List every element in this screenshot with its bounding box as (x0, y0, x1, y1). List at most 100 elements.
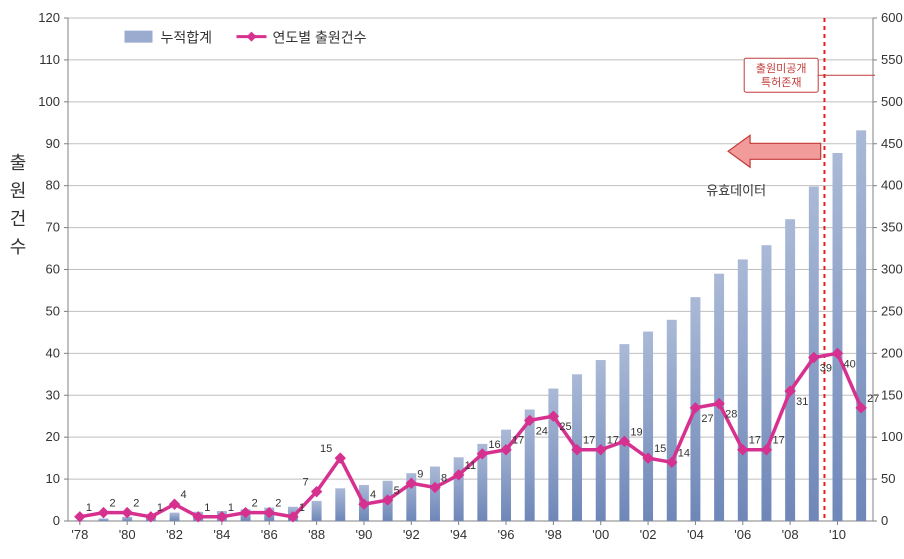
effective-data-label: 유효데이터 (706, 183, 766, 198)
x-tick-label: '96 (498, 527, 515, 542)
data-label: 2 (110, 498, 116, 510)
combo-chart: 0102030405060708090100110120050100150200… (0, 0, 904, 559)
left-tick-label: 60 (46, 262, 60, 277)
data-label: 1 (228, 502, 234, 514)
data-label: 1 (299, 502, 305, 514)
right-tick-label: 400 (881, 178, 903, 193)
bar (761, 245, 771, 521)
x-tick-label: '82 (166, 527, 183, 542)
bar (312, 501, 322, 521)
left-tick-label: 80 (46, 178, 60, 193)
data-label: 27 (701, 413, 713, 425)
data-label: 17 (772, 435, 784, 447)
x-tick-label: '88 (308, 527, 325, 542)
right-tick-label: 0 (881, 513, 888, 528)
left-tick-label: 90 (46, 136, 60, 151)
bar (856, 130, 866, 521)
data-label: 25 (559, 421, 571, 433)
x-tick-label: '86 (261, 527, 278, 542)
data-label: 24 (536, 425, 548, 437)
data-label: 27 (867, 393, 879, 405)
callout-text: 출원미공개 (756, 62, 807, 75)
y-axis-label-char: 건 (10, 209, 27, 229)
bar (619, 344, 629, 521)
right-tick-label: 450 (881, 136, 903, 151)
data-label: 16 (488, 439, 500, 451)
callout-text: 특허존재 (761, 76, 801, 89)
data-label: 9 (417, 468, 423, 480)
bar (454, 457, 464, 521)
x-tick-label: '78 (71, 527, 88, 542)
right-tick-label: 50 (881, 471, 895, 486)
bar (335, 488, 345, 521)
x-tick-label: '04 (687, 527, 704, 542)
data-label: 4 (181, 489, 187, 501)
data-label: 14 (678, 447, 690, 459)
bar (643, 332, 653, 521)
x-tick-label: '92 (403, 527, 420, 542)
x-tick-label: '94 (450, 527, 467, 542)
bar (170, 513, 180, 521)
x-tick-label: '98 (545, 527, 562, 542)
data-label: 17 (583, 435, 595, 447)
legend-swatch-bar (125, 31, 153, 43)
data-label: 7 (302, 477, 308, 489)
left-tick-label: 120 (38, 10, 60, 25)
left-tick-label: 10 (46, 471, 60, 486)
x-tick-label: '84 (213, 527, 230, 542)
right-tick-label: 250 (881, 303, 903, 318)
right-tick-label: 100 (881, 429, 903, 444)
left-tick-label: 20 (46, 429, 60, 444)
x-tick-label: '08 (782, 527, 799, 542)
bar (667, 320, 677, 521)
x-tick-label: '90 (355, 527, 372, 542)
legend-label-line: 연도별 출원건수 (273, 30, 367, 46)
data-label: 19 (630, 426, 642, 438)
data-label: 4 (370, 489, 376, 501)
left-tick-label: 110 (39, 52, 60, 67)
left-tick-label: 50 (46, 303, 60, 318)
bar (833, 153, 843, 521)
data-label: 17 (749, 435, 761, 447)
data-label: 15 (320, 443, 332, 455)
data-label: 8 (441, 472, 447, 484)
bar (738, 259, 748, 521)
data-label: 1 (86, 502, 92, 514)
data-label: 17 (512, 435, 524, 447)
right-tick-label: 200 (881, 345, 903, 360)
data-label: 2 (275, 498, 281, 510)
data-label: 5 (394, 485, 400, 497)
data-label: 1 (157, 502, 163, 514)
data-label: 40 (843, 358, 855, 370)
right-tick-label: 600 (881, 10, 903, 25)
bar (596, 360, 606, 521)
left-tick-label: 30 (46, 387, 60, 402)
y-axis-label-char: 출 (10, 153, 27, 173)
data-label: 15 (654, 443, 666, 455)
data-label: 1 (204, 502, 210, 514)
right-tick-label: 500 (881, 94, 903, 109)
x-tick-label: '10 (829, 527, 846, 542)
right-tick-label: 150 (881, 387, 903, 402)
x-tick-label: '02 (640, 527, 657, 542)
y-axis-label-char: 원 (10, 181, 27, 201)
data-label: 2 (252, 498, 258, 510)
data-label: 17 (607, 435, 619, 447)
data-label: 39 (820, 363, 832, 375)
left-tick-label: 0 (53, 513, 60, 528)
data-label: 11 (465, 460, 476, 472)
right-tick-label: 550 (881, 52, 903, 67)
legend-label-bar: 누적합계 (161, 30, 213, 46)
bar (714, 274, 724, 521)
bar (785, 219, 795, 521)
x-tick-label: '00 (592, 527, 609, 542)
right-tick-label: 300 (881, 262, 903, 277)
y-axis-label-char: 수 (10, 237, 27, 257)
left-tick-label: 70 (46, 220, 60, 235)
x-tick-label: '06 (734, 527, 751, 542)
data-label: 2 (133, 498, 139, 510)
right-tick-label: 350 (881, 220, 903, 235)
left-tick-label: 40 (46, 345, 60, 360)
bar (430, 467, 440, 521)
bar (99, 518, 109, 521)
